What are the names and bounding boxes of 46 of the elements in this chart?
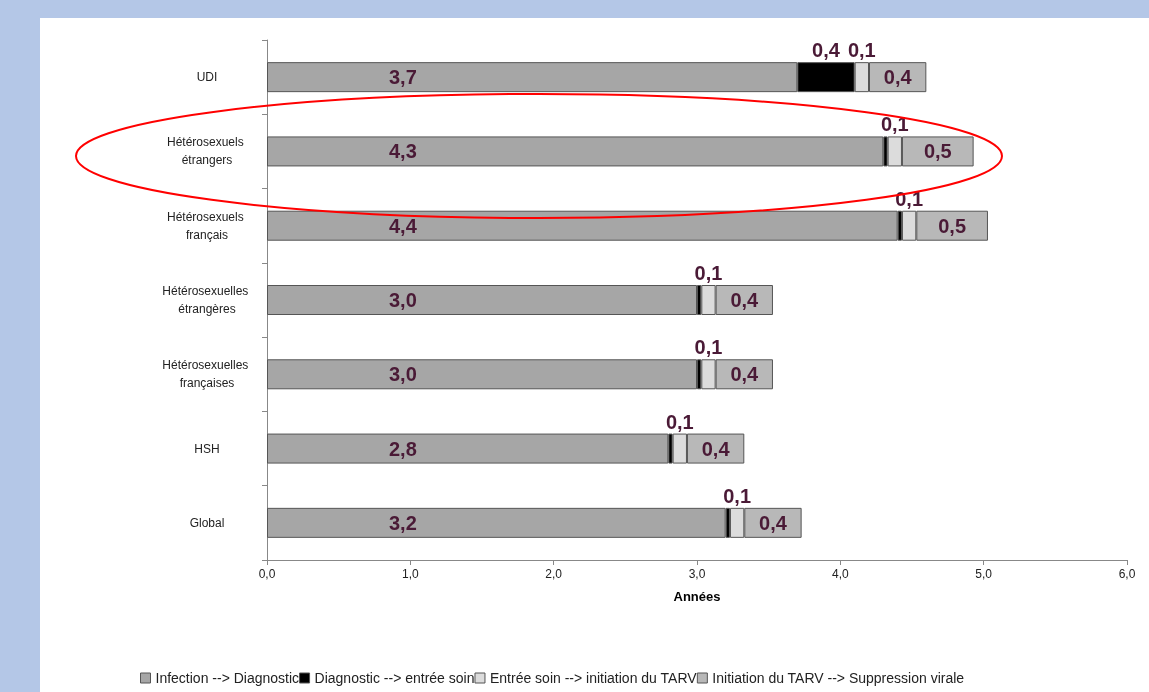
data-label: 0,4	[701, 437, 731, 460]
data-label: 0,1	[665, 410, 694, 433]
bar	[267, 285, 697, 315]
data-label: 2,8	[389, 437, 417, 460]
y-tick-label: Hétérosexuels français	[166, 209, 248, 242]
x-axis-title: Années	[673, 589, 721, 604]
y-tick-label: UDI	[196, 70, 218, 85]
data-label: 0,1	[880, 113, 909, 136]
data-label: 0,1	[847, 39, 876, 62]
data-label: 0,4	[730, 289, 760, 311]
x-tick-label: 2,0	[545, 567, 563, 581]
data-label: 0,5	[923, 140, 952, 163]
x-tick-label: 6,0	[1118, 567, 1136, 581]
y-tick-label: Hétérosexuelles étrangères	[162, 284, 252, 316]
legend-label: Diagnostic --> entrée soin	[314, 670, 475, 686]
y-tick-label: Hétérosexuels étrangers	[166, 135, 248, 168]
y-tick-label: HSH	[194, 441, 220, 456]
legend-label: Entrée soin --> initiation du TARV	[489, 670, 698, 686]
data-label: 0,4	[883, 66, 913, 89]
y-tick-label: Hétérosexuelles françaises	[162, 358, 252, 391]
data-label: 0,1	[694, 262, 723, 284]
data-label: 3,0	[389, 289, 417, 311]
data-label: 0,4	[730, 363, 760, 386]
x-tick-label: 4,0	[831, 567, 849, 581]
legend-label: Infection --> Diagnostic	[155, 670, 300, 686]
data-label: 4,4	[389, 214, 418, 237]
data-label: 4,3	[389, 140, 417, 163]
bar	[267, 210, 898, 241]
x-tick-label: 3,0	[688, 567, 706, 581]
legend-label: Initiation du TARV --> Suppression virale	[712, 670, 965, 686]
data-label: 3,0	[389, 363, 417, 386]
x-tick-label: 0,0	[258, 567, 276, 581]
x-tick-label: 1,0	[401, 567, 419, 581]
data-label: 0,5	[938, 214, 967, 237]
data-label: 0,4	[759, 511, 788, 534]
data-label: 3,2	[389, 511, 417, 534]
bar	[267, 507, 726, 538]
y-tick-label: Global	[189, 515, 225, 530]
x-tick-label: 5,0	[975, 567, 993, 581]
data-label: 0,1	[694, 336, 723, 359]
bar	[267, 433, 669, 464]
bar	[267, 136, 884, 167]
data-label: 0,1	[723, 484, 752, 507]
data-label: 0,4	[812, 39, 841, 62]
bar	[267, 359, 697, 390]
data-label: 3,7	[389, 66, 417, 89]
